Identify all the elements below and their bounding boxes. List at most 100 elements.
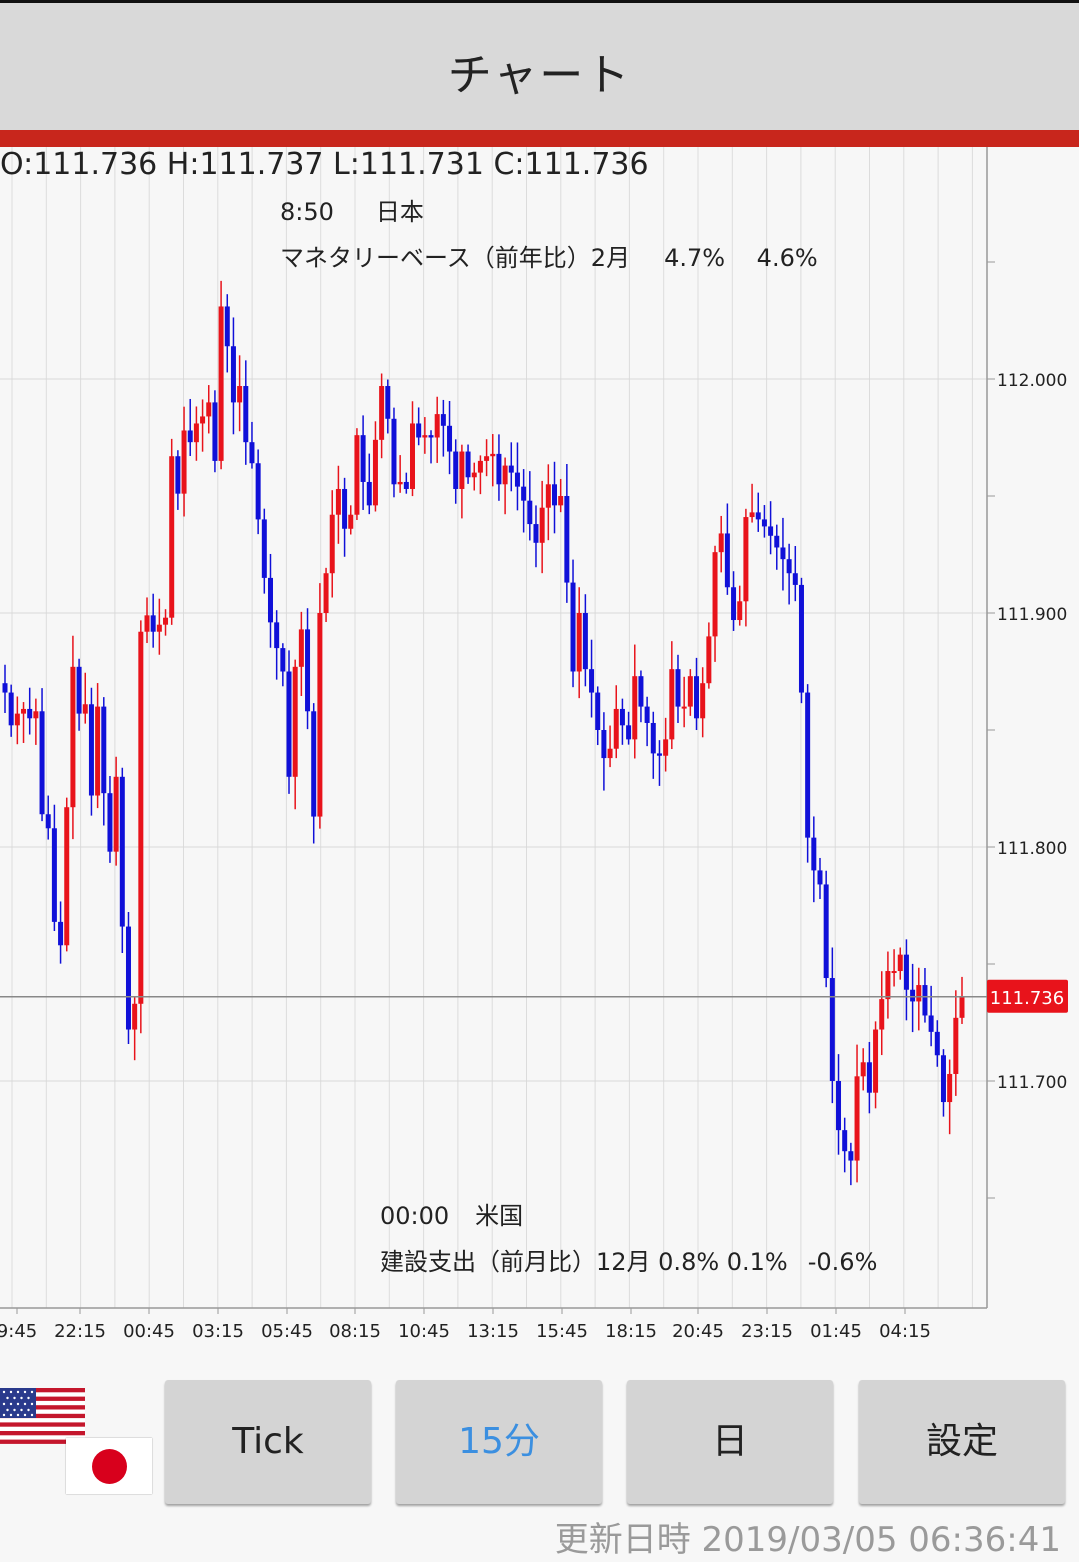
candle-body (521, 486, 527, 501)
candle-body (372, 439, 378, 506)
candle-body (459, 451, 465, 489)
candle-body (2, 683, 8, 693)
candle-body (169, 456, 175, 618)
candle-body (490, 453, 496, 457)
japan-flag-disc (92, 1449, 127, 1484)
candle-body (181, 430, 187, 494)
candle-body (539, 507, 545, 543)
candle-body (76, 666, 82, 714)
tick-button[interactable]: Tick (165, 1380, 371, 1504)
candle-body (422, 435, 428, 438)
ohlc-readout: O:111.736 H:111.737 L:111.731 C:111.736 (0, 147, 649, 182)
candle-body (14, 713, 20, 726)
japan-flag-icon[interactable] (66, 1438, 152, 1494)
candle-body (922, 985, 928, 1016)
candle-body (323, 573, 329, 613)
candle-body (150, 615, 156, 632)
candle-body (8, 692, 14, 726)
daily-button[interactable]: 日 (627, 1380, 833, 1504)
candle-body (848, 1151, 854, 1161)
candle-body (409, 423, 415, 489)
candle-body (119, 776, 125, 927)
candle-body (663, 739, 669, 756)
candle-body (873, 1029, 879, 1093)
x-tick-label: 9:45 (0, 1321, 37, 1342)
event-2-time-country: 00:00 米国 (380, 1196, 523, 1231)
candle-body (619, 708, 625, 726)
candle-body (434, 414, 440, 438)
settings-button[interactable]: 設定 (859, 1380, 1065, 1504)
chart-canvas[interactable]: 112.000 111.900 111.800 111.700 9:45 22:15 00:… (0, 147, 1079, 1362)
x-tick-label: 10:45 (398, 1321, 450, 1342)
y-tick-label: 112.000 (997, 371, 1067, 391)
x-tick-label: 05:45 (261, 1321, 313, 1342)
app-header: チャート (0, 3, 1079, 130)
candle-body (811, 837, 817, 871)
updated-label: 更新日時 (554, 1520, 691, 1560)
candle-body (292, 666, 298, 777)
candle-body (113, 776, 119, 852)
candle-body (125, 926, 131, 1030)
candle-body (817, 870, 823, 885)
candle-body (743, 517, 749, 602)
candle-body (144, 615, 150, 632)
x-tick-label: 22:15 (54, 1321, 106, 1342)
candle-body (947, 1073, 953, 1103)
candle-body (749, 512, 755, 518)
candle-body (607, 748, 613, 759)
candle-body (675, 669, 681, 707)
header-accent-bar (0, 130, 1079, 147)
current-price-label: 111.736 (990, 988, 1064, 1009)
candle-body (731, 587, 737, 621)
candle-body (39, 711, 45, 815)
candle-body (428, 435, 434, 438)
us-flag-icon[interactable] (0, 1388, 85, 1444)
y-tick-label: 111.700 (997, 1073, 1067, 1093)
candle-body (650, 722, 656, 754)
candle-body (342, 488, 348, 529)
candle-body (193, 423, 199, 443)
candle-body (632, 676, 638, 740)
candle-body (798, 584, 804, 693)
15min-button[interactable]: 15分 (396, 1380, 602, 1504)
candle-body (595, 692, 601, 730)
candle-body (774, 535, 780, 548)
candle-body (243, 386, 249, 443)
candle-body (527, 500, 533, 525)
candle-body (564, 496, 570, 583)
candle-body (64, 807, 70, 946)
candle-body (305, 629, 311, 712)
candle-body (718, 533, 724, 553)
candle-body (224, 306, 230, 347)
candle-body (335, 488, 341, 515)
candle-body (934, 1031, 940, 1056)
candle-body (286, 671, 292, 777)
candle-body (768, 526, 774, 536)
event-2-country: 米国 (475, 1202, 524, 1230)
candle-body (484, 456, 490, 461)
x-tick-label: 04:15 (879, 1321, 931, 1342)
candle-body (613, 708, 619, 749)
candle-body (391, 418, 397, 485)
candle-body (897, 954, 903, 972)
candle-body (187, 430, 193, 443)
event-1-values: 4.7% 4.6% (664, 244, 818, 272)
candle-body (403, 481, 409, 489)
candle-body (416, 423, 422, 438)
candle-body (842, 1130, 848, 1152)
candle-body (230, 346, 236, 403)
candle-body (82, 704, 88, 714)
candlestick-chart[interactable]: 112.000 111.900 111.800 111.700 9:45 22:15 00:… (0, 147, 1079, 1362)
candle-body (570, 582, 576, 672)
candle-body (576, 613, 582, 672)
candle-body (656, 753, 662, 756)
candle-body (891, 971, 897, 974)
candle-body (829, 978, 835, 1081)
candle-body (589, 669, 595, 693)
candle-body (280, 648, 286, 672)
x-tick-label: 20:45 (672, 1321, 724, 1342)
candle-body (496, 453, 502, 485)
candle-body (879, 999, 885, 1030)
y-tick-label: 111.900 (997, 605, 1067, 625)
candle-body (379, 386, 385, 440)
